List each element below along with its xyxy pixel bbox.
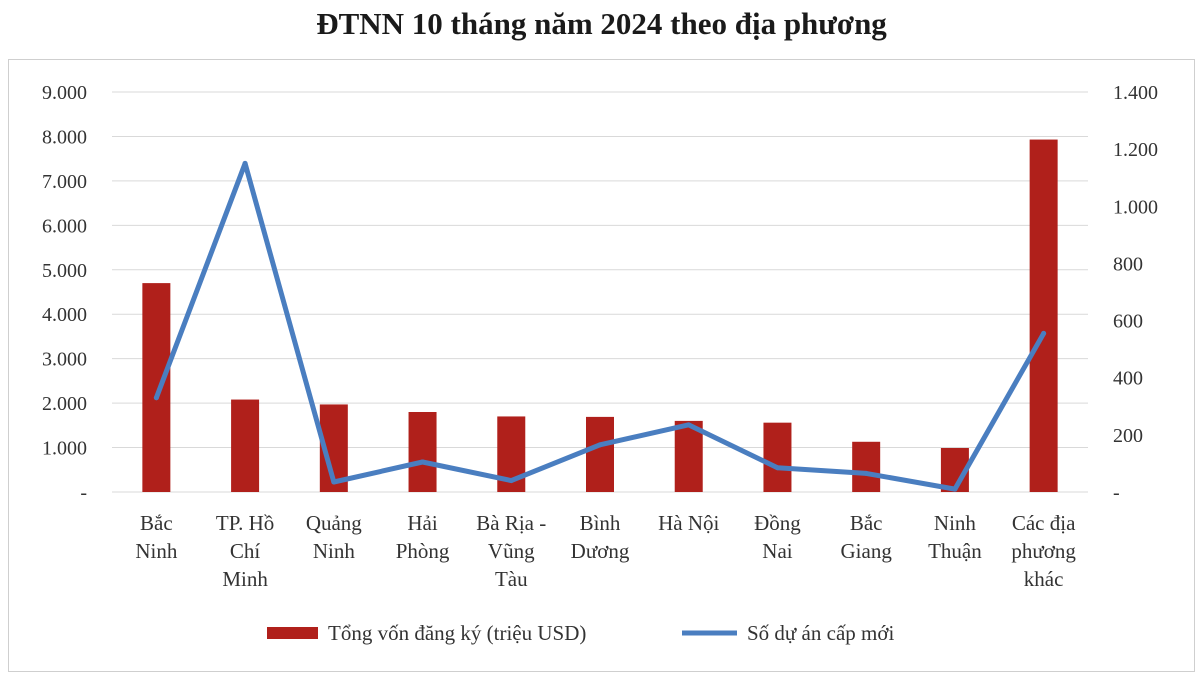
line-point — [863, 470, 869, 476]
left-tick-label: 5.000 — [42, 260, 87, 282]
left-tick-label: 4.000 — [42, 304, 87, 326]
gridlines — [112, 91, 1088, 493]
category-label: Ninh Thuận — [928, 511, 982, 563]
chart-frame — [8, 59, 1195, 672]
line-point — [1041, 330, 1047, 336]
category-label: Các địa phương khác — [1011, 511, 1076, 591]
right-tick-label: 1.000 — [1113, 196, 1158, 218]
legend-label-bar: Tổng vốn đăng ký (triệu USD) — [328, 621, 586, 645]
legend: Tổng vốn đăng ký (triệu USD) Số dự án cấp… — [267, 621, 894, 645]
bar — [674, 420, 703, 492]
left-tick-label: - — [80, 482, 87, 504]
left-tick-label: 1.000 — [42, 438, 87, 460]
line-point — [420, 459, 426, 465]
category-labels: Bắc Ninh TP. Hồ Chí Minh Quảng Ninh Hải Phòng Bà … — [135, 511, 1076, 591]
right-tick-label: 400 — [1113, 368, 1143, 390]
line-series — [153, 160, 1047, 492]
left-tick-label: 6.000 — [42, 215, 87, 237]
left-tick-label: 2.000 — [42, 393, 87, 415]
line-point — [686, 422, 692, 428]
right-tick-label: 600 — [1113, 311, 1143, 333]
line-point — [331, 479, 337, 485]
left-axis-ticks: - 1.000 2.000 3.000 4.000 5.000 6.000 7.000 8.00… — [42, 82, 87, 504]
bar — [231, 399, 260, 492]
bar — [1029, 139, 1058, 493]
left-tick-label: 9.000 — [42, 82, 87, 104]
right-tick-label: 1.400 — [1113, 82, 1158, 104]
right-tick-label: 200 — [1113, 425, 1143, 447]
category-label: Bình Dương — [571, 511, 630, 563]
bar-series — [142, 139, 1058, 493]
bar — [586, 416, 614, 492]
bar — [408, 412, 437, 492]
left-tick-label: 3.000 — [42, 349, 87, 371]
line-point — [153, 395, 159, 401]
left-tick-label: 8.000 — [42, 126, 87, 148]
category-label: Bắc Ninh — [135, 511, 178, 563]
legend-swatch-bar — [267, 627, 318, 639]
category-label: Bà Rịa -Vũng Tàu — [476, 511, 546, 591]
bar — [852, 441, 881, 492]
category-label: TP. Hồ Chí Minh — [216, 511, 274, 591]
right-tick-label: 800 — [1113, 253, 1143, 275]
category-label: Quảng Ninh — [306, 511, 362, 563]
right-tick-label: - — [1113, 482, 1120, 504]
line-point — [508, 478, 514, 484]
left-tick-label: 7.000 — [42, 171, 87, 193]
right-axis-ticks: - 200 400 600 800 1.000 1.200 1.400 — [1113, 82, 1158, 504]
right-tick-label: 1.200 — [1113, 139, 1158, 161]
legend-label-line: Số dự án cấp mới — [747, 621, 894, 645]
chart-title: ĐTNN 10 tháng năm 2024 theo địa phương — [316, 6, 887, 41]
category-label: Đồng Nai — [754, 511, 801, 563]
line-point — [774, 465, 780, 471]
bar — [763, 422, 792, 492]
category-label: Hà Nội — [658, 511, 719, 535]
category-label: Bắc Giang — [841, 511, 893, 563]
bar — [142, 283, 171, 492]
line-point — [597, 442, 603, 448]
category-label: Hải Phòng — [396, 511, 450, 563]
line-point — [242, 160, 248, 166]
line-point — [952, 486, 958, 492]
